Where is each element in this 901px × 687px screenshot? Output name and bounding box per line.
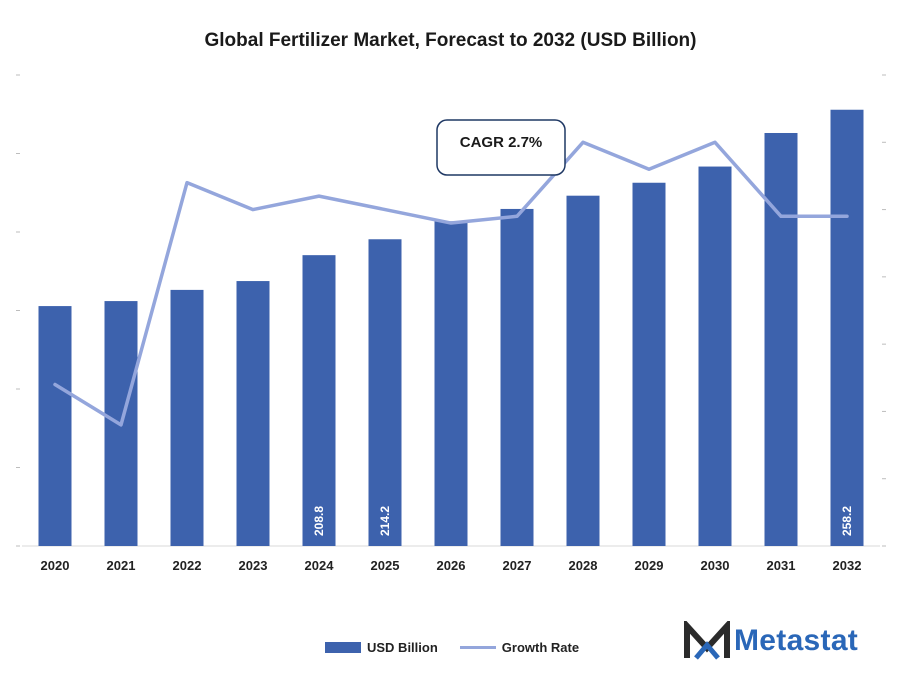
- metastat-logo-icon: [684, 621, 730, 660]
- x-axis-labels: 2020 2021 2022 2023 2024 2025 2026 2027 2028 2029…: [41, 558, 862, 573]
- bar-2024: [302, 255, 336, 546]
- x-tick-label: 2025: [371, 558, 400, 573]
- bar-2032: [830, 109, 864, 546]
- bar-2030: [698, 166, 732, 546]
- x-tick-label: 2027: [503, 558, 532, 573]
- chart-title: Global Fertilizer Market, Forecast to 20…: [204, 30, 697, 51]
- bar-2020: [38, 306, 72, 546]
- cagr-annotation: CAGR 2.7%: [436, 119, 566, 176]
- left-axis: [16, 74, 20, 547]
- legend-label-bar: USD Billion: [367, 640, 438, 655]
- right-axis: [882, 74, 886, 547]
- x-tick-label: 2022: [173, 558, 202, 573]
- bar-2027: [500, 208, 534, 547]
- bar-2026: [434, 221, 468, 546]
- x-tick-label: 2032: [833, 558, 862, 573]
- bar-2023: [236, 281, 270, 546]
- bar-data-label: 214.2: [378, 506, 392, 536]
- bar-2029: [632, 182, 666, 546]
- bar-series: [22, 109, 880, 547]
- x-tick-label: 2024: [305, 558, 335, 573]
- bar-2025: [368, 239, 402, 547]
- brand-logo: Metastat: [684, 621, 858, 661]
- x-tick-label: 2031: [767, 558, 796, 573]
- brand-name: Metastat: [734, 624, 859, 657]
- legend-swatch-line: [459, 646, 496, 649]
- cagr-label: CAGR 2.7%: [460, 134, 543, 151]
- x-tick-label: 2020: [41, 558, 70, 573]
- data-labels: 208.8 214.2 258.2: [312, 506, 854, 536]
- x-tick-label: 2026: [437, 558, 466, 573]
- x-tick-label: 2021: [107, 558, 136, 573]
- x-tick-label: 2023: [239, 558, 268, 573]
- legend-swatch-bar: [325, 642, 361, 653]
- bar-2028: [566, 195, 600, 546]
- bar-2031: [764, 132, 798, 546]
- x-tick-label: 2028: [569, 558, 598, 573]
- growth-rate-line: [53, 140, 849, 427]
- x-tick-label: 2030: [701, 558, 730, 573]
- legend: USD Billion Growth Rate: [325, 640, 579, 655]
- bar-data-label: 258.2: [840, 506, 854, 536]
- legend-label-line: Growth Rate: [501, 640, 580, 655]
- x-tick-label: 2029: [635, 558, 664, 573]
- bar-2022: [170, 289, 204, 546]
- line-series: [53, 140, 849, 427]
- cagr-box: [436, 119, 566, 176]
- bar-data-label: 208.8: [312, 506, 326, 536]
